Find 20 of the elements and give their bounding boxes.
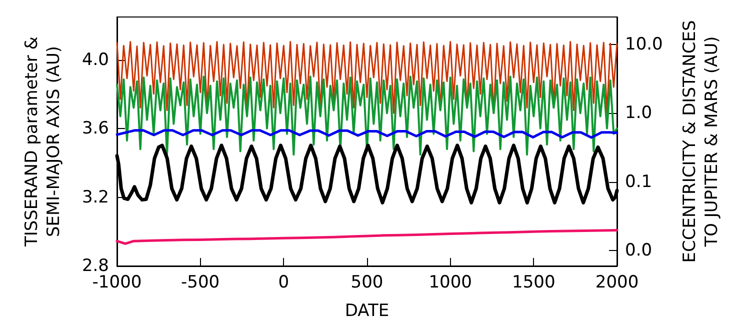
y2-tick-label: 0.1 [625, 172, 652, 192]
x-tick-label: 2000 [595, 272, 639, 292]
x-tick-label: 1500 [512, 272, 556, 292]
x-tick-label: 0 [278, 272, 290, 292]
y-tick-label: 4.0 [82, 50, 109, 70]
y-tick-label: 3.6 [82, 118, 109, 139]
line-series [116, 129, 618, 139]
y-tick-label: 3.2 [82, 187, 109, 208]
y2-tick-label: 0.0 [625, 240, 652, 261]
x-tick-label: 500 [350, 272, 384, 292]
y2-tick-label: 10.0 [625, 34, 663, 54]
y2-tick-label: 1.0 [625, 103, 652, 124]
line-series [116, 229, 618, 245]
x-tick-label: 1000 [428, 272, 472, 292]
x-tick-label: -500 [181, 272, 220, 292]
line-series [116, 41, 618, 114]
y-axis-title: TISSERAND parameter & SEMI-MAJOR AXIS (AU) [22, 36, 64, 248]
line-series [116, 76, 618, 156]
x-axis-title: DATE [344, 301, 390, 321]
y2-axis-title: ECCENTRICITY & DISTANCES TO JUPITER & MARS (AU) [680, 20, 722, 263]
